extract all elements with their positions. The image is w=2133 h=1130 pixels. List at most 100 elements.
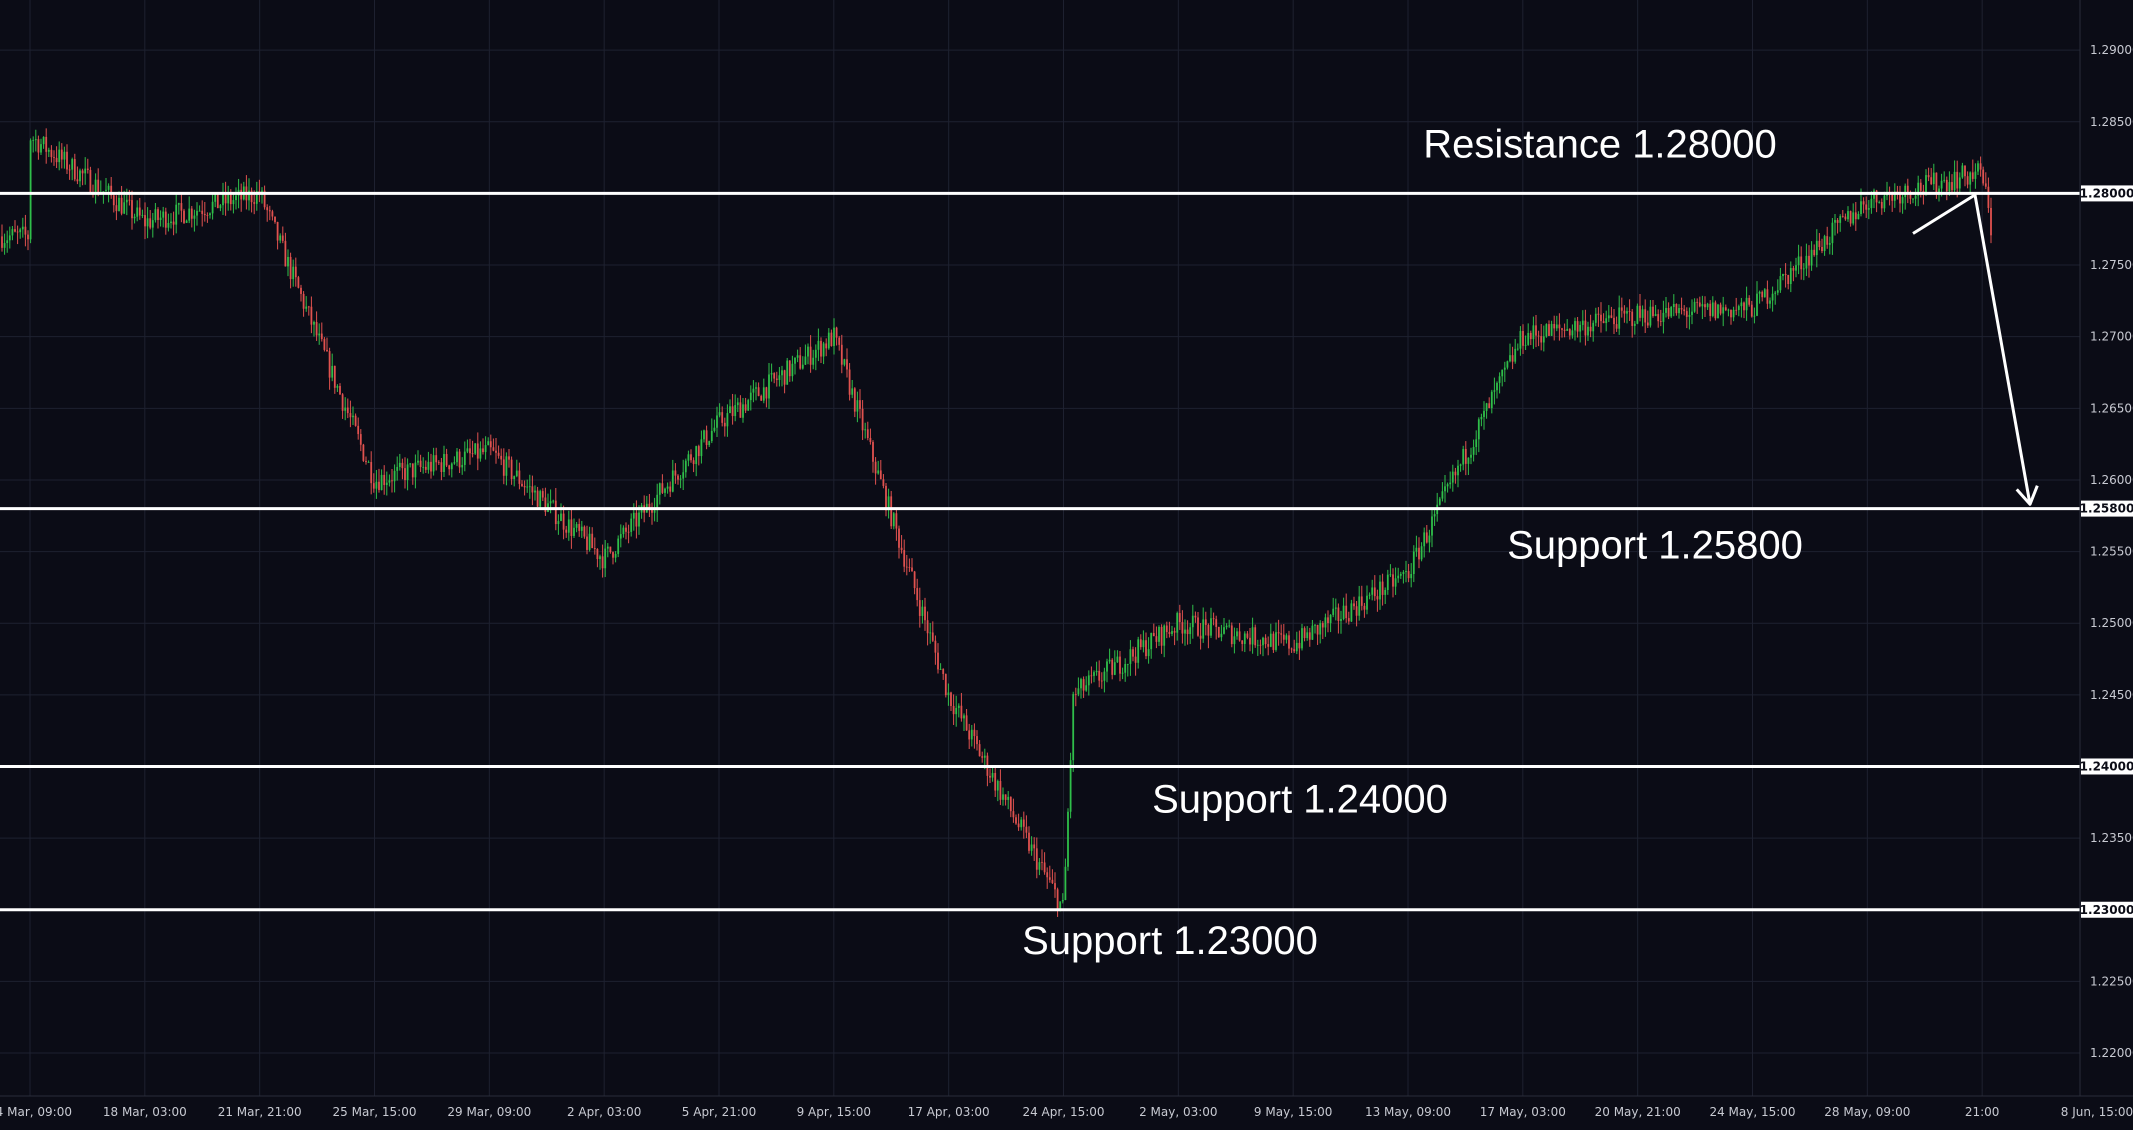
candle-body[interactable]: [1259, 644, 1262, 646]
candle-body[interactable]: [970, 729, 973, 740]
candle-body[interactable]: [1241, 640, 1244, 644]
candle-body[interactable]: [942, 669, 945, 675]
candle-body[interactable]: [1800, 256, 1803, 270]
candle-body[interactable]: [1189, 627, 1192, 635]
candle-body[interactable]: [1111, 659, 1114, 675]
candle-body[interactable]: [1202, 619, 1205, 639]
candle-body[interactable]: [1628, 311, 1631, 312]
candle-body[interactable]: [1659, 321, 1662, 322]
candle-body[interactable]: [606, 546, 609, 549]
candle-body[interactable]: [1238, 631, 1241, 641]
candle-body[interactable]: [378, 481, 380, 491]
candle-body[interactable]: [1254, 627, 1257, 646]
candle-body[interactable]: [744, 404, 747, 411]
candle-body[interactable]: [1321, 623, 1324, 628]
candle-body[interactable]: [1600, 314, 1602, 322]
candle-body[interactable]: [1914, 195, 1917, 199]
candle-body[interactable]: [1774, 292, 1777, 294]
candle-body[interactable]: [1657, 314, 1660, 322]
candle-body[interactable]: [1402, 572, 1405, 575]
candle-body[interactable]: [1717, 304, 1719, 319]
candle-body[interactable]: [1711, 302, 1714, 316]
candle-body[interactable]: [586, 536, 588, 550]
candle-body[interactable]: [1626, 311, 1628, 314]
candle-body[interactable]: [1137, 639, 1140, 663]
candle-body[interactable]: [957, 705, 960, 708]
candle-body[interactable]: [921, 606, 924, 616]
candle-body[interactable]: [1805, 255, 1808, 269]
candle-body[interactable]: [1108, 659, 1111, 662]
candle-body[interactable]: [349, 413, 352, 418]
candle-body[interactable]: [892, 513, 895, 527]
candle-body[interactable]: [1485, 403, 1488, 411]
candle-body[interactable]: [1116, 656, 1119, 663]
candle-body[interactable]: [159, 217, 162, 221]
candle-body[interactable]: [1792, 268, 1795, 271]
candle-body[interactable]: [385, 482, 388, 486]
candle-body[interactable]: [664, 488, 666, 493]
candle-body[interactable]: [617, 538, 620, 554]
candle-body[interactable]: [866, 429, 869, 438]
candle-body[interactable]: [1085, 685, 1088, 691]
candle-body[interactable]: [1831, 222, 1834, 244]
candle-body[interactable]: [136, 207, 139, 217]
candle-body[interactable]: [1779, 276, 1782, 291]
candle-body[interactable]: [739, 402, 742, 418]
candle-body[interactable]: [1990, 207, 1992, 236]
candle-body[interactable]: [281, 235, 284, 241]
candle-body[interactable]: [1332, 608, 1335, 615]
candle-body[interactable]: [1381, 581, 1384, 595]
candle-body[interactable]: [1438, 498, 1441, 505]
candle-body[interactable]: [1982, 169, 1985, 184]
candle-body[interactable]: [1688, 314, 1691, 317]
candle-body[interactable]: [1615, 324, 1618, 329]
candle-body[interactable]: [1308, 632, 1311, 640]
candle-body[interactable]: [1802, 268, 1805, 270]
candle-body[interactable]: [1691, 311, 1693, 315]
candle-body[interactable]: [24, 226, 27, 235]
candle-body[interactable]: [1236, 631, 1238, 637]
candle-body[interactable]: [1654, 314, 1657, 317]
price-axis[interactable]: 1.29000 1.28500 1.27500 1.27000 1.26500 1.260…: [2079, 0, 2133, 1096]
candle-body[interactable]: [89, 170, 92, 193]
candle-body[interactable]: [1714, 302, 1717, 319]
candle-body[interactable]: [788, 360, 791, 377]
candle-body[interactable]: [326, 349, 328, 352]
candle-body[interactable]: [1852, 212, 1855, 224]
candle-body[interactable]: [570, 519, 573, 536]
candle-body[interactable]: [1038, 862, 1041, 870]
candle-body[interactable]: [601, 556, 604, 569]
candle-body[interactable]: [1966, 176, 1969, 185]
candle-body[interactable]: [1444, 486, 1446, 492]
candle-body[interactable]: [1277, 632, 1280, 634]
candle-body[interactable]: [388, 480, 391, 483]
candle-body[interactable]: [1883, 195, 1886, 209]
candle-body[interactable]: [128, 199, 131, 201]
candle-body[interactable]: [125, 199, 128, 203]
candle-body[interactable]: [1977, 163, 1979, 172]
candle-body[interactable]: [164, 211, 167, 228]
candle-body[interactable]: [937, 652, 939, 670]
candle-body[interactable]: [1579, 324, 1582, 332]
candle-body[interactable]: [565, 529, 568, 533]
candle-body[interactable]: [552, 500, 555, 502]
candle-body[interactable]: [679, 478, 682, 480]
candle-body[interactable]: [1548, 324, 1550, 336]
candle-body[interactable]: [734, 405, 737, 417]
candle-body[interactable]: [713, 427, 716, 431]
candle-body[interactable]: [1516, 348, 1519, 350]
candle-body[interactable]: [1979, 163, 1982, 170]
candle-body[interactable]: [1847, 211, 1849, 220]
candle-body[interactable]: [929, 632, 932, 634]
candle-body[interactable]: [417, 460, 419, 463]
candle-body[interactable]: [1969, 172, 1972, 185]
candle-body[interactable]: [1493, 390, 1496, 392]
candle-body[interactable]: [1002, 794, 1004, 800]
candle-body[interactable]: [1561, 328, 1563, 330]
candle-body[interactable]: [1678, 308, 1680, 314]
candle-body[interactable]: [1358, 596, 1361, 616]
candle-body[interactable]: [456, 451, 458, 463]
candle-body[interactable]: [513, 476, 516, 480]
candle-body[interactable]: [253, 202, 256, 204]
